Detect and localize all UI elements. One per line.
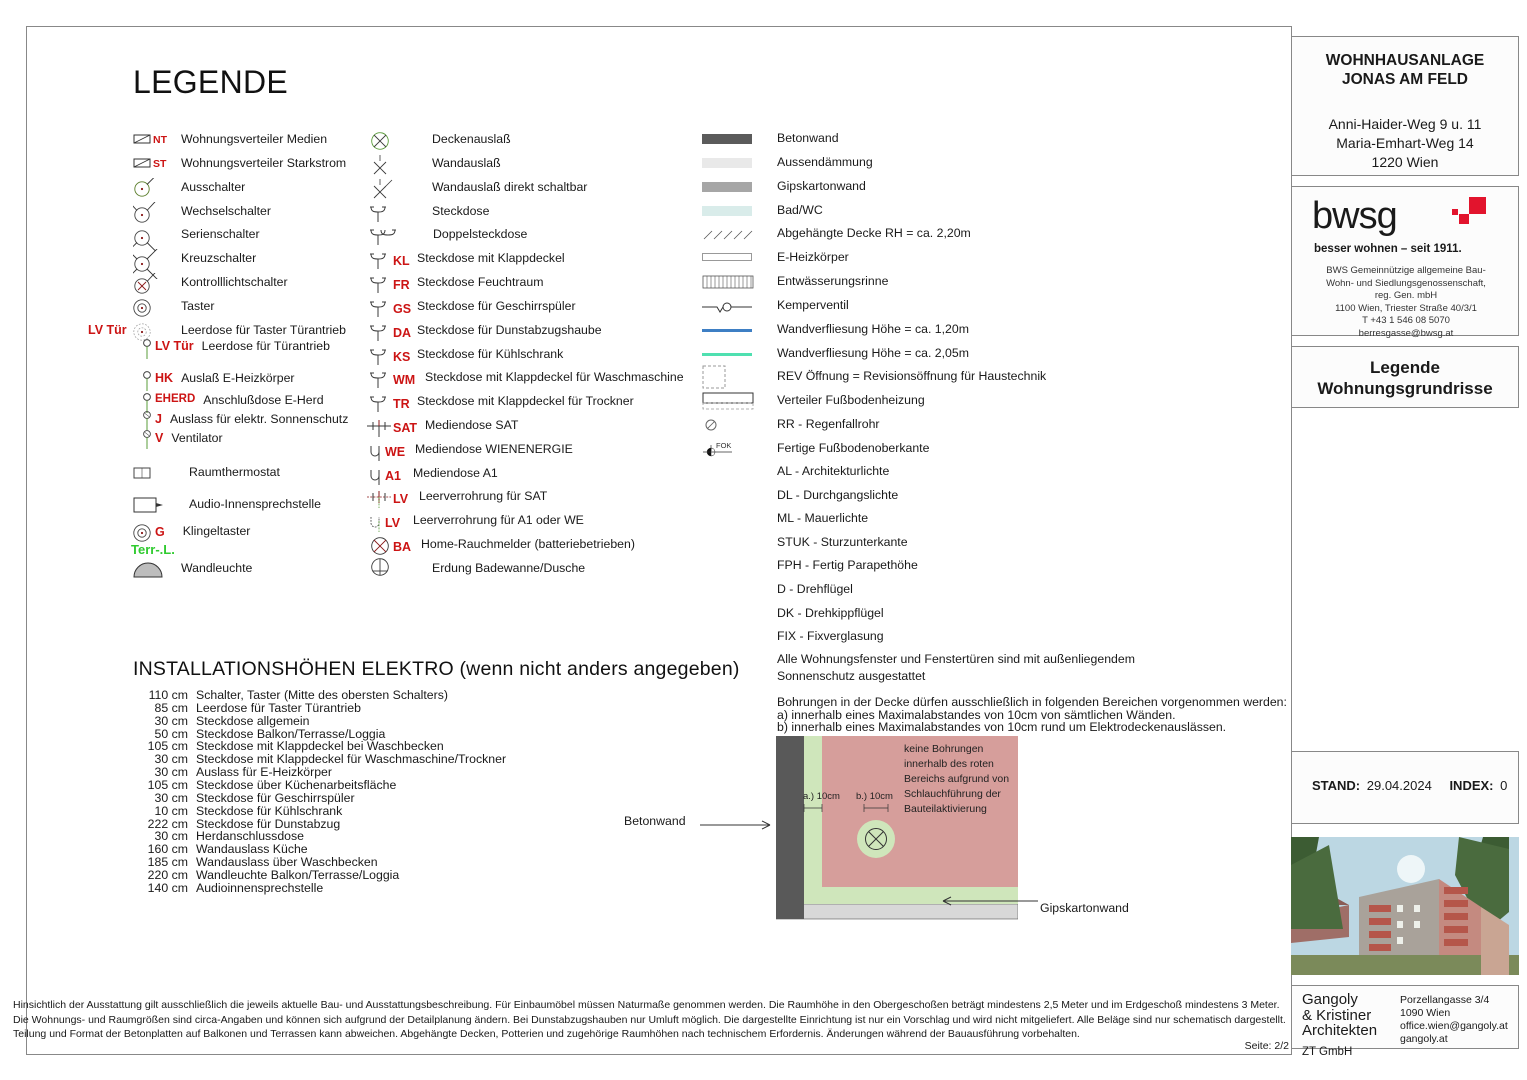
svg-text:Bauteilaktivierung: Bauteilaktivierung xyxy=(904,803,987,815)
svg-text:Schlauchführung der: Schlauchführung der xyxy=(904,788,1001,800)
svg-text:b.) 10cm: b.) 10cm xyxy=(856,791,893,802)
svg-text:innerhalb des roten: innerhalb des roten xyxy=(904,758,994,770)
svg-text:FOK: FOK xyxy=(716,441,731,450)
svg-text:a.) 10cm: a.) 10cm xyxy=(803,791,840,802)
svg-text:Bereichs aufgrund von: Bereichs aufgrund von xyxy=(904,773,1009,785)
svg-text:keine Bohrungen: keine Bohrungen xyxy=(904,743,984,755)
